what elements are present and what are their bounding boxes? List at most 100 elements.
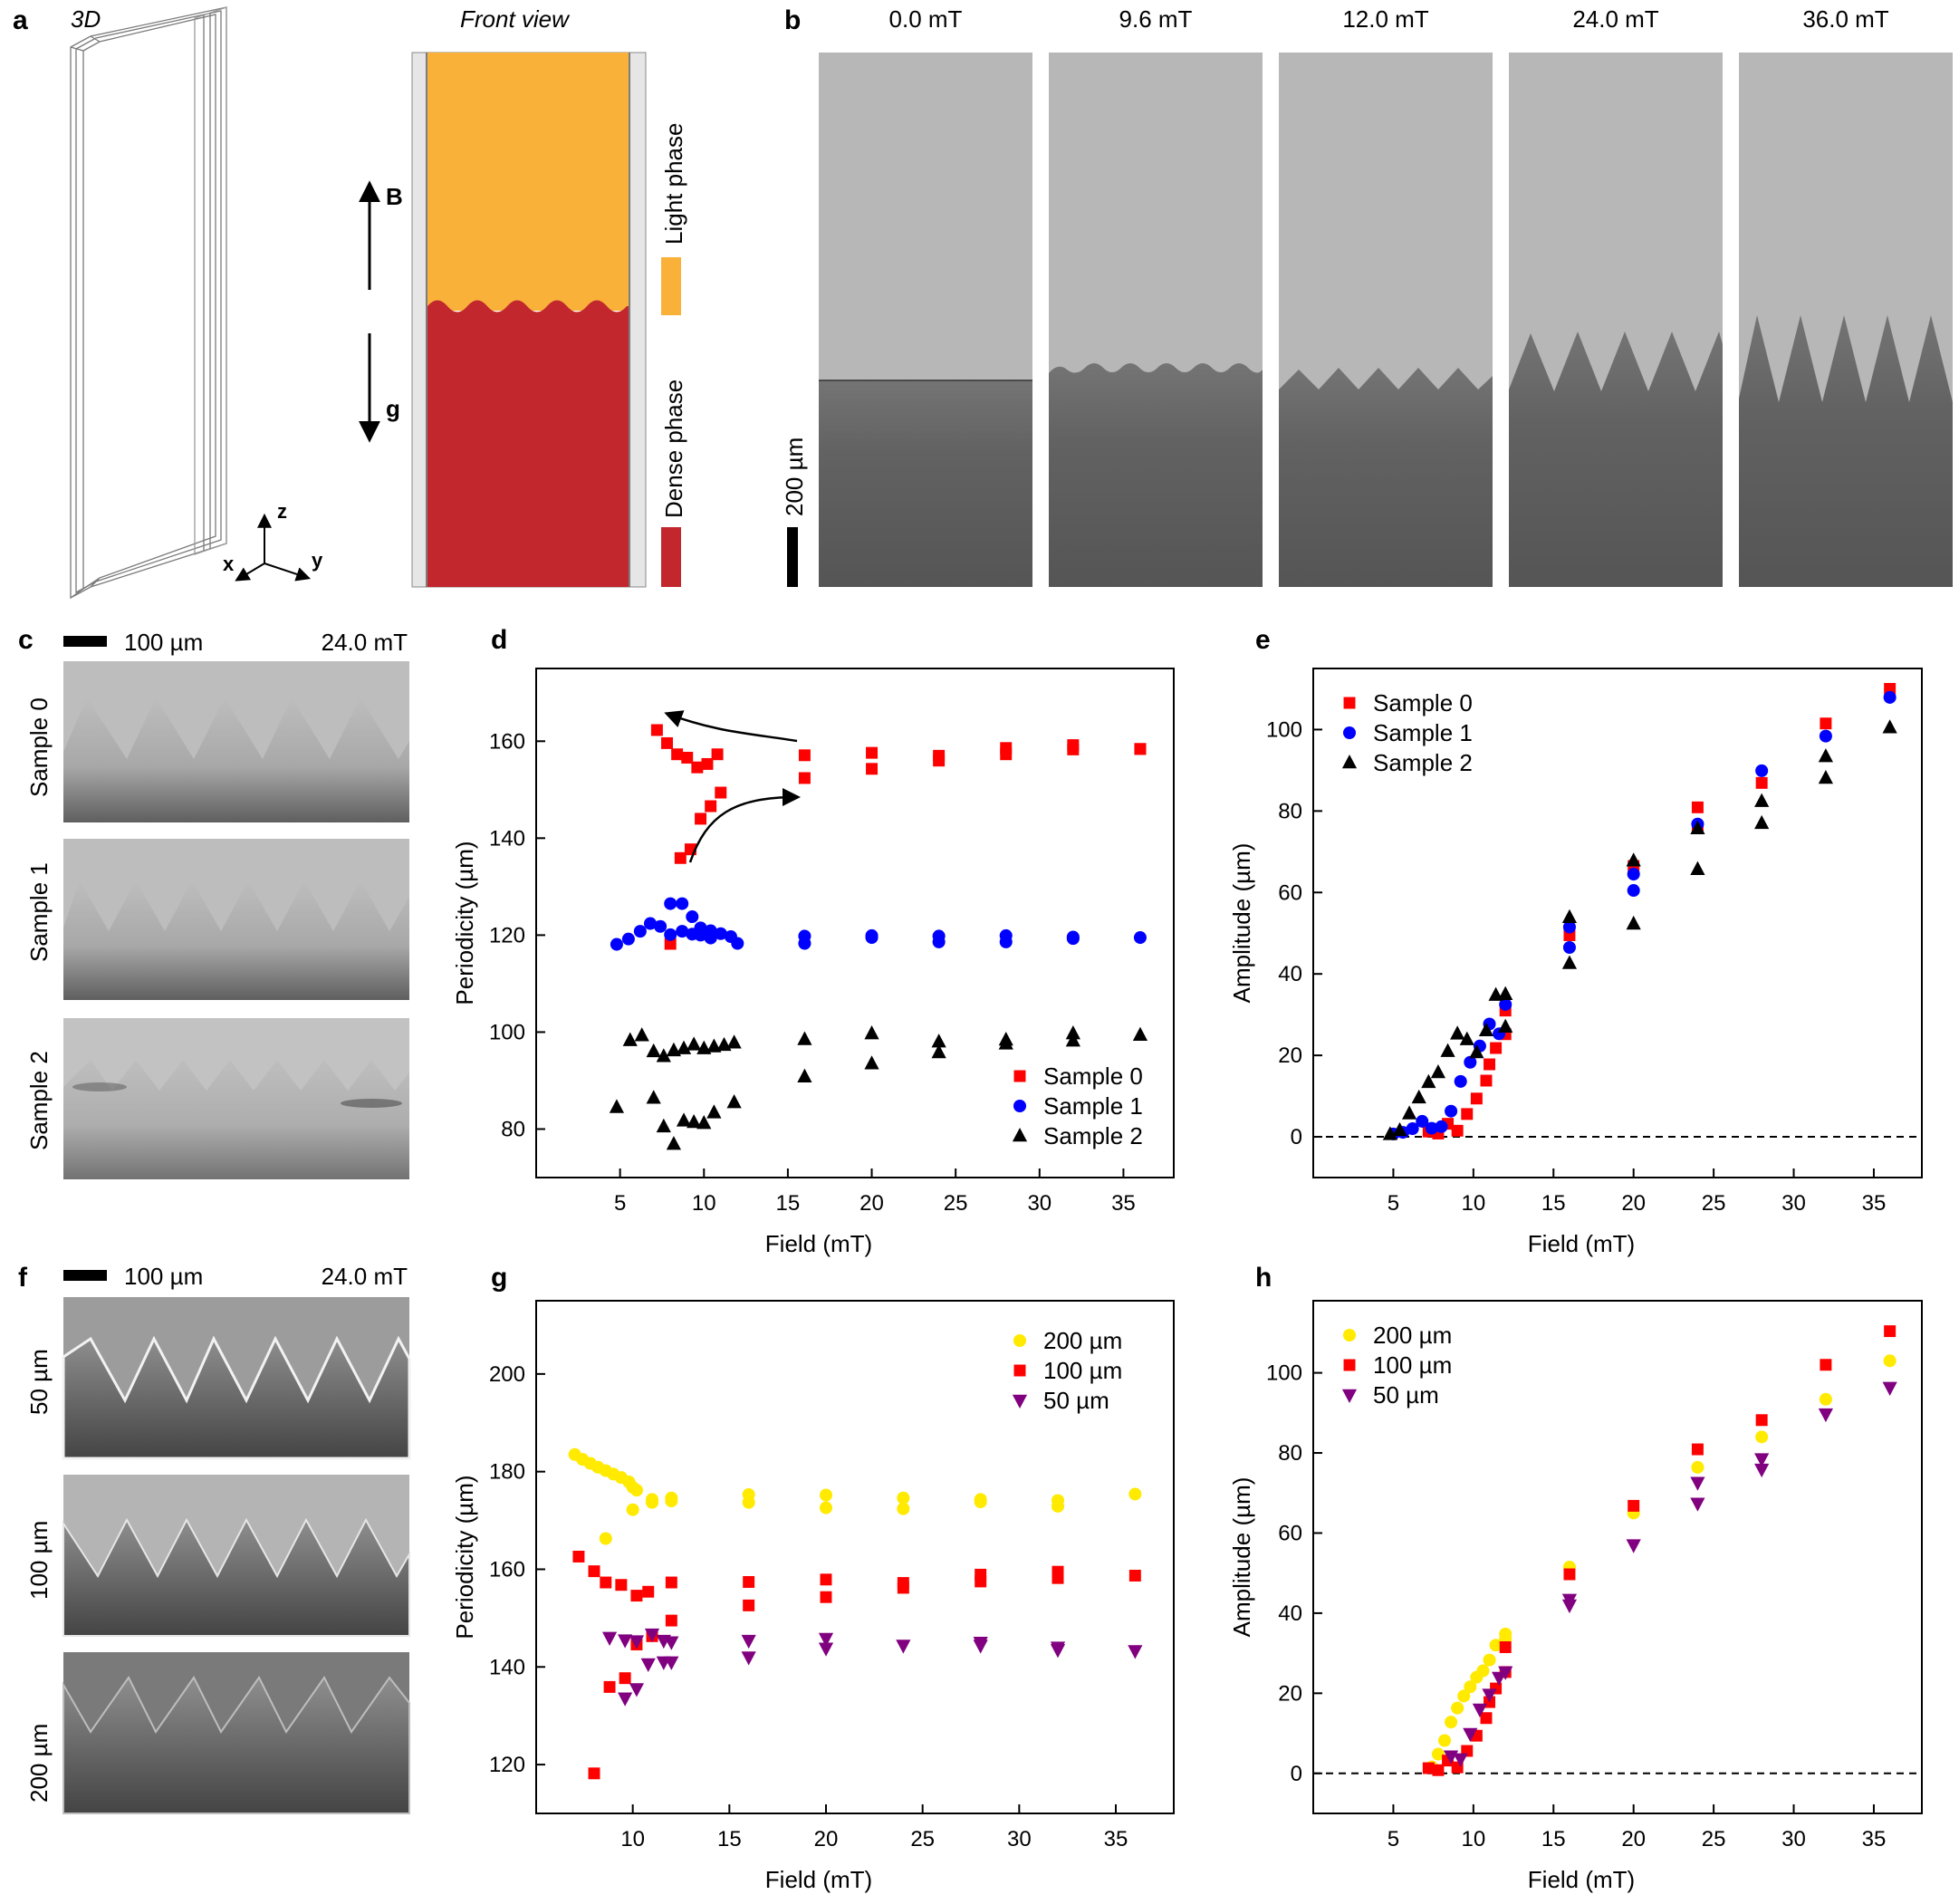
data-point	[1392, 1121, 1407, 1137]
field-f-label: 24.0 mT	[322, 1263, 408, 1290]
data-point	[1819, 729, 1832, 743]
x-tick-label: 5	[1388, 1827, 1399, 1851]
data-point	[1461, 1108, 1474, 1120]
legend-label: 50 µm	[1373, 1381, 1439, 1409]
row-label-sample-0: Sample 0	[25, 697, 53, 797]
data-point	[1066, 932, 1080, 946]
micrograph-12mT	[1279, 53, 1493, 587]
data-point	[629, 1683, 645, 1697]
data-point	[866, 746, 879, 759]
chart-e: 5 10 15 20 25 30 35 0 20 40 60 80 100 Field (mT) Ampli…	[1228, 668, 1923, 1257]
panel-c: c 100 µm 24.0 mT Sample 0 Sample 1 Sampl…	[18, 625, 409, 1179]
data-point	[819, 1501, 833, 1515]
series-sample-1	[610, 897, 1147, 951]
data-point	[1755, 764, 1769, 777]
data-point	[1754, 1453, 1770, 1467]
data-point	[1128, 1570, 1141, 1582]
series-sample-2	[1382, 719, 1897, 1140]
data-point	[741, 1651, 756, 1666]
data-point	[1820, 1359, 1832, 1371]
data-point	[642, 1585, 655, 1598]
data-point	[1484, 1058, 1496, 1071]
data-point	[1562, 940, 1576, 954]
series-50-m	[601, 1628, 1143, 1707]
data-point	[674, 851, 687, 864]
data-point	[1561, 1599, 1578, 1614]
data-point	[1488, 986, 1503, 1001]
panel-label-e: e	[1255, 625, 1271, 655]
data-point	[618, 1692, 633, 1707]
data-point	[864, 1055, 879, 1070]
y-tick-label: 120	[489, 1753, 525, 1777]
micrograph-sample-1	[63, 839, 409, 1000]
data-point	[681, 752, 694, 764]
x-axis-label: Field (mT)	[1528, 1230, 1635, 1257]
data-point	[629, 1484, 643, 1497]
data-point	[705, 800, 717, 813]
data-point	[1818, 1408, 1833, 1423]
light-phase-region	[427, 53, 629, 311]
panel-label-g: g	[491, 1263, 507, 1293]
data-point	[643, 917, 657, 930]
y-tick-label: 0	[1291, 1762, 1302, 1786]
data-point	[715, 786, 727, 799]
data-point	[615, 1579, 628, 1591]
data-point	[626, 1503, 639, 1516]
panel-b: b 0.0 mT 9.6 mT 12.0 mT 24.0 mT 36.0 mT	[781, 5, 1953, 587]
row-label-sample-2: Sample 2	[25, 1051, 53, 1150]
data-point	[1483, 1653, 1496, 1667]
x-axis-label: Field (mT)	[765, 1230, 872, 1257]
scalebar-f	[63, 1270, 107, 1281]
data-point	[1451, 1701, 1464, 1715]
data-point	[1884, 1325, 1897, 1338]
data-point	[618, 1634, 633, 1649]
data-point	[656, 1048, 671, 1063]
data-point	[1430, 1064, 1446, 1079]
data-point	[644, 1628, 660, 1643]
data-point	[1626, 915, 1641, 930]
data-point	[691, 761, 704, 774]
data-point	[1440, 1043, 1455, 1057]
data-point	[1489, 1639, 1503, 1652]
data-point	[798, 937, 811, 950]
legend-label: 200 µm	[1373, 1322, 1452, 1349]
data-point	[1406, 1122, 1419, 1136]
legend-label: Sample 2	[1043, 1122, 1143, 1149]
data-point	[609, 1099, 625, 1113]
data-point	[661, 736, 673, 749]
chart-h: 5 10 15 20 25 30 35 0 20 40 60 80 100 Field (mT) Ampli…	[1228, 1300, 1923, 1893]
legend-marker	[1013, 1364, 1026, 1377]
scalebar-f-label: 100 µm	[124, 1263, 203, 1290]
data-point	[797, 1068, 812, 1082]
data-point	[1464, 1055, 1477, 1069]
data-point	[686, 910, 699, 924]
series-100-m	[1422, 1325, 1897, 1776]
y-tick-label: 180	[489, 1460, 525, 1485]
legend-marker	[1343, 1359, 1356, 1371]
data-point	[1480, 1712, 1493, 1725]
x-tick-label: 5	[1388, 1191, 1399, 1216]
data-point	[1755, 776, 1768, 789]
data-point	[706, 1038, 722, 1053]
y-tick-label: 100	[489, 1020, 525, 1044]
data-point	[743, 1576, 755, 1588]
y-tick-label: 0	[1291, 1125, 1302, 1149]
data-point	[671, 748, 684, 761]
data-point	[1562, 920, 1576, 934]
x-tick-label: 35	[1104, 1827, 1128, 1851]
data-point	[1690, 820, 1705, 834]
data-point	[974, 1495, 987, 1509]
data-point	[1470, 1092, 1483, 1105]
x-tick-label: 25	[1702, 1191, 1726, 1216]
x-tick-label: 20	[859, 1191, 884, 1216]
data-point	[676, 1112, 692, 1127]
data-point	[588, 1565, 600, 1578]
data-point	[629, 1635, 645, 1649]
x-tick-label: 10	[620, 1827, 645, 1851]
panel-label-f: f	[18, 1263, 28, 1293]
axis-label-z: z	[277, 500, 287, 523]
gravity-label: g	[386, 395, 400, 422]
data-point	[1457, 1689, 1471, 1703]
data-point	[1445, 1104, 1458, 1118]
micrograph-50um	[62, 1297, 411, 1460]
